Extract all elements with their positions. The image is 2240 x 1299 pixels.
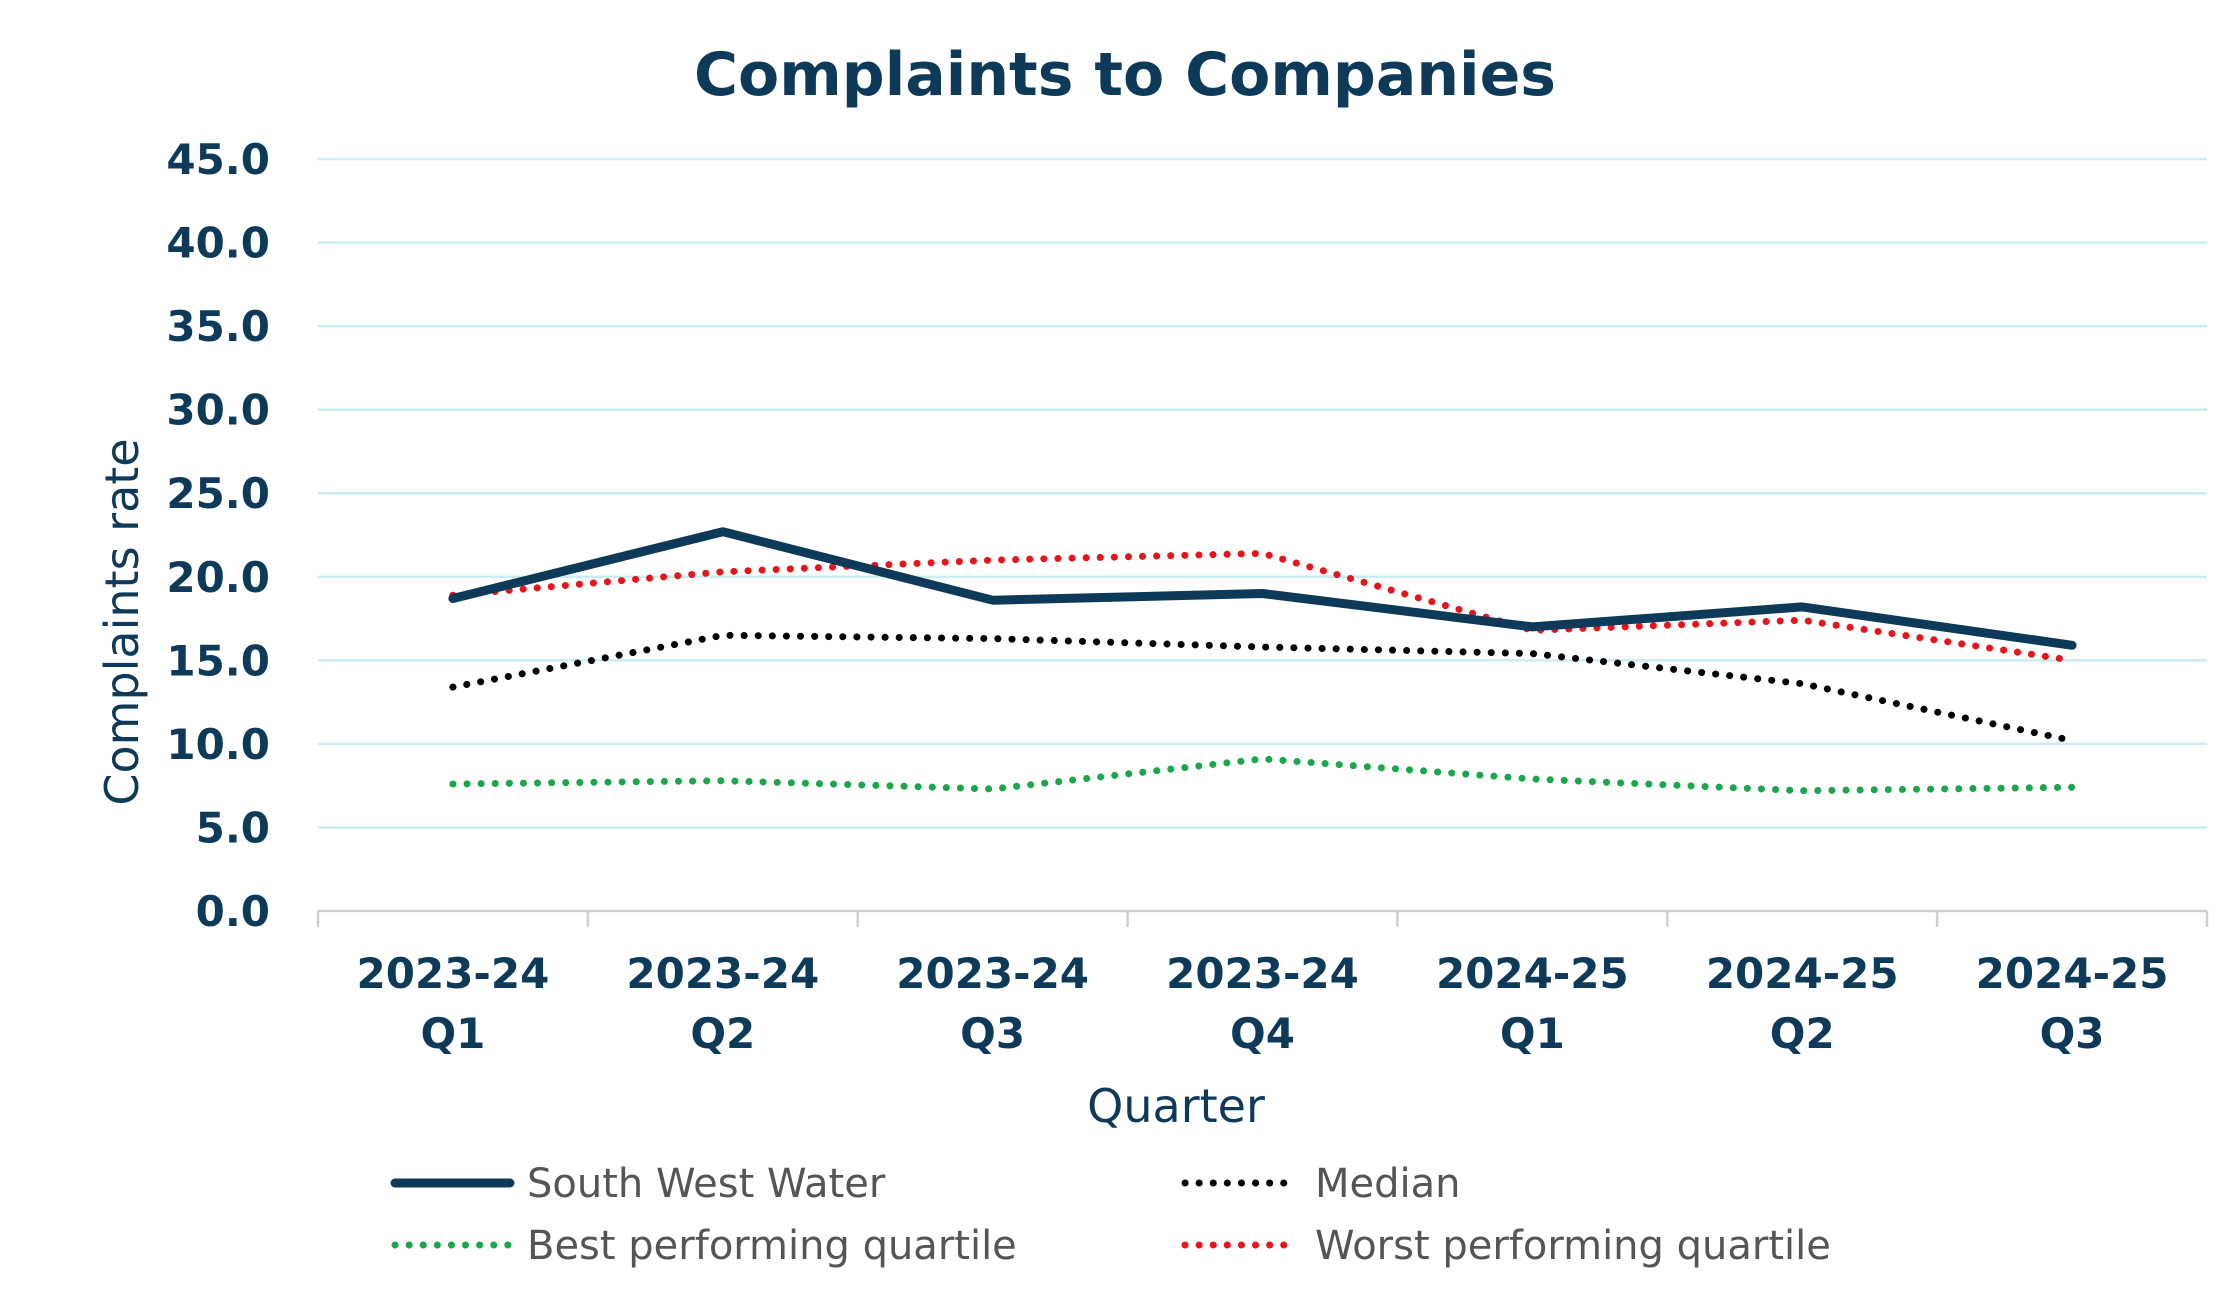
x-tick-label: 2023-24 Q4 <box>1166 949 1359 1058</box>
y-tick-label: 30.0 <box>166 386 270 435</box>
y-tick-label: 15.0 <box>166 636 270 685</box>
x-tick-label: 2023-24 Q3 <box>896 949 1089 1058</box>
y-tick-label: 0.0 <box>196 887 270 936</box>
y-tick-label: 20.0 <box>166 553 270 602</box>
x-tick-label: 2024-25 Q2 <box>1706 949 1899 1058</box>
x-tick-labels: 2023-24 Q1 2023-24 Q2 2023-24 Q3 2023-24 Q4 2024… <box>357 949 2169 1058</box>
y-tick-label: 35.0 <box>166 302 270 351</box>
y-tick-label: 5.0 <box>196 803 270 852</box>
y-tick-label: 40.0 <box>166 219 270 268</box>
y-tick-label: 25.0 <box>166 469 270 518</box>
legend-label: Worst performing quartile <box>1315 1223 1831 1269</box>
series-line-south-west-water <box>448 527 2077 650</box>
x-tick-label: 2023-24 Q1 <box>357 949 550 1058</box>
legend-label: South West Water <box>527 1161 886 1207</box>
series-line-worst-performing-quartile <box>449 549 2076 664</box>
series-line-best-performing-quartile <box>449 755 2076 795</box>
y-tick-labels: 0.0 5.0 10.0 15.0 20.0 25.0 30.0 35.0 40.0 45.0 <box>166 135 270 936</box>
series-lines <box>448 527 2077 795</box>
x-axis <box>316 909 2209 927</box>
y-axis-label: Complaints rate <box>95 438 149 805</box>
legend-label: Median <box>1315 1161 1461 1207</box>
y-tick-label: 10.0 <box>166 720 270 769</box>
x-tick-label: 2024-25 Q3 <box>1976 949 2169 1058</box>
y-tick-label: 45.0 <box>166 135 270 184</box>
legend-label: Best performing quartile <box>527 1223 1017 1269</box>
gridlines <box>318 157 2207 829</box>
legend: South West Water Median Best performing qu… <box>390 1161 1831 1269</box>
x-axis-label: Quarter <box>1087 1079 1265 1133</box>
series-line-median <box>449 631 2076 744</box>
x-tick-label: 2023-24 Q2 <box>626 949 819 1058</box>
chart-title: Complaints to Companies <box>694 40 1556 110</box>
x-tick-label: 2024-25 Q1 <box>1436 949 1629 1058</box>
